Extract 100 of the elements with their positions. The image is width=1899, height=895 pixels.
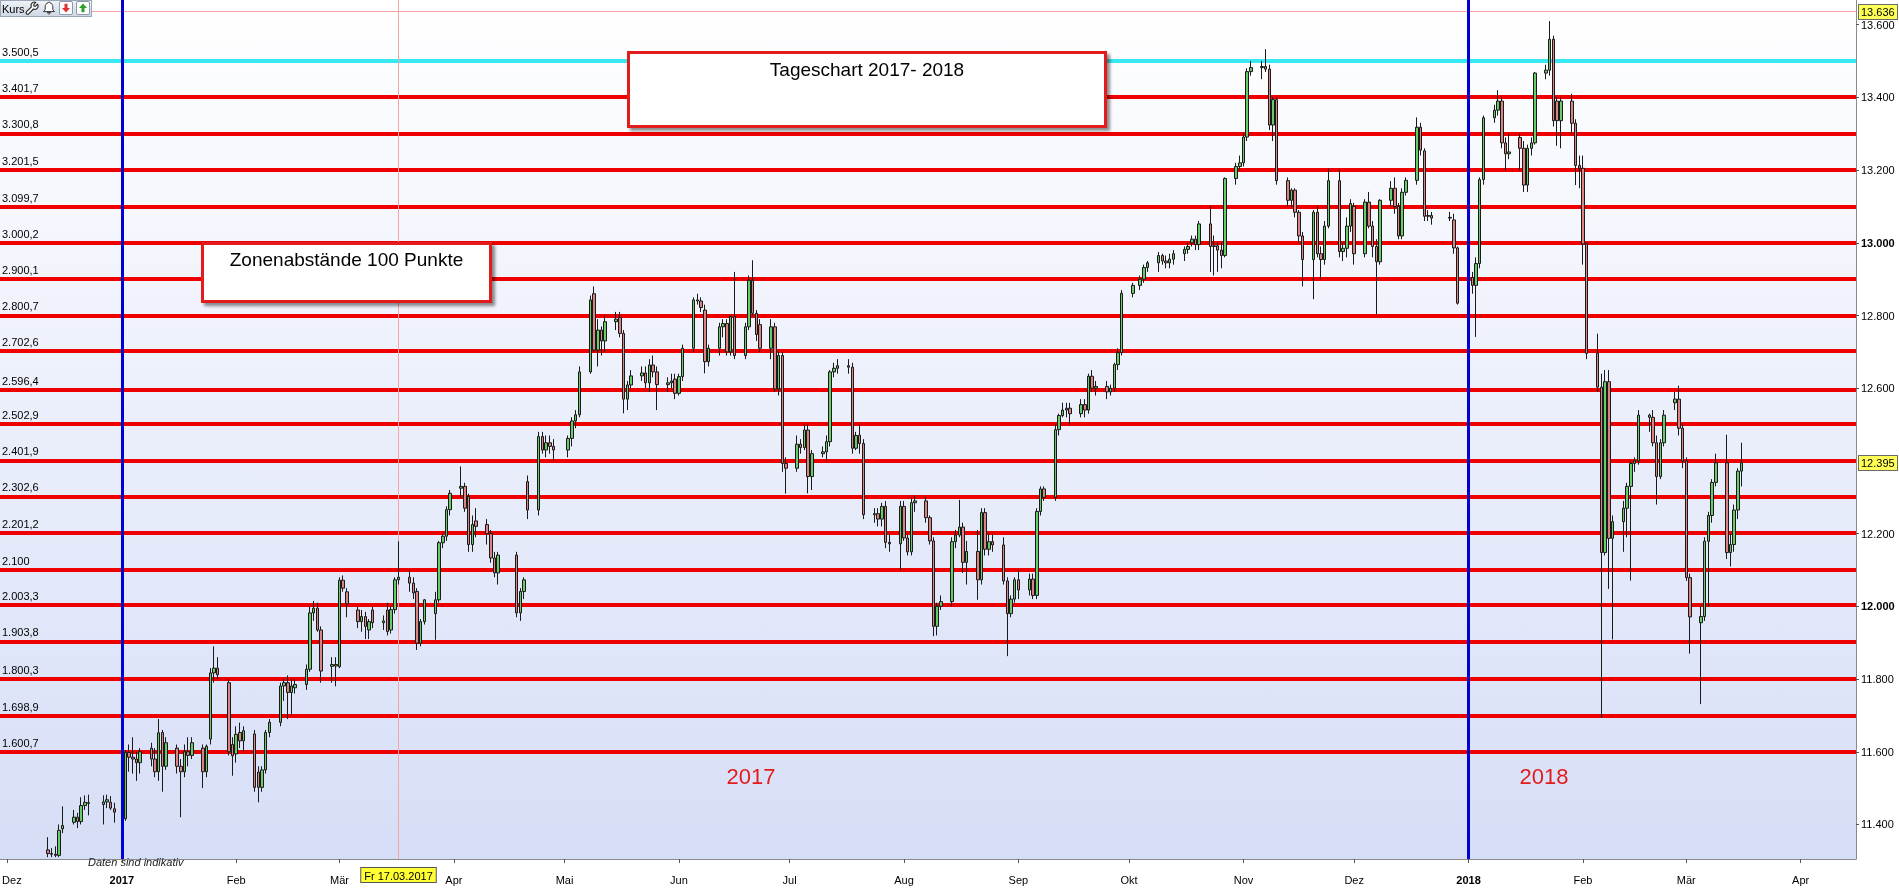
y-tick-label: 12.800 [1861, 309, 1895, 322]
candlestick [836, 358, 839, 375]
x-tick-label: Nov [1233, 873, 1254, 886]
annotation: 3.500,5 [2, 46, 39, 58]
candlestick [356, 605, 360, 629]
candlestick [1190, 235, 1194, 247]
x-tick-label: Mai [555, 873, 574, 886]
annotation: 1.600,7 [2, 737, 39, 749]
annotation: 2.201,2 [2, 518, 39, 530]
candlestick [1087, 373, 1090, 415]
candlestick [1157, 251, 1160, 273]
x-tick-label: Dez [1344, 873, 1364, 886]
y-tick-label: 13.200 [1861, 164, 1895, 177]
candlestick [1028, 573, 1031, 596]
annotation: 2.900,1 [2, 264, 39, 276]
candlestick [876, 507, 880, 527]
candlestick [991, 533, 994, 553]
candlestick [242, 725, 245, 753]
candlestick [1559, 96, 1563, 149]
y-tick-label: 12.600 [1861, 382, 1895, 395]
candlestick [515, 551, 518, 618]
candlestick [1164, 255, 1168, 269]
candlestick [1629, 460, 1633, 582]
candlestick [496, 551, 500, 586]
candlestick [279, 682, 282, 727]
candlestick [1017, 569, 1020, 600]
candlestick [1415, 116, 1419, 186]
candlestick [603, 315, 607, 353]
candlestick [87, 794, 90, 816]
x-tick-label: Aug [894, 873, 914, 886]
y-tick-label: 13.600 [1861, 18, 1895, 31]
annotation: 2.596,4 [2, 375, 39, 387]
annotation: Daten sind indikativ [88, 855, 184, 868]
candlestick [1172, 249, 1175, 266]
annotation: 3.201,5 [2, 155, 39, 167]
candlestick [1197, 220, 1201, 251]
x-tick-label: Apr [1792, 873, 1810, 886]
annotation: 3.000,2 [2, 228, 39, 240]
annotation: 2.502,9 [2, 409, 39, 421]
annotation: 2017 [726, 764, 776, 789]
annotation: Kurs [2, 2, 25, 15]
candlestick [1430, 211, 1433, 226]
candlestick [692, 296, 695, 353]
candlestick [1209, 205, 1212, 273]
candlestick [102, 794, 105, 825]
x-tick-label: Jul [782, 873, 797, 886]
annotation: Zonenabstände 100 Punkte [229, 249, 464, 270]
candlestick [1286, 176, 1290, 207]
y-tick-label: 12.000 [1861, 600, 1895, 613]
candlestick [364, 611, 367, 640]
annotation: 1.800,3 [2, 664, 39, 676]
candlestick [72, 809, 76, 825]
candlestick [386, 602, 389, 636]
annotation: 1.903,8 [2, 626, 39, 638]
annotation: 3.099,7 [2, 192, 39, 204]
annotation: 2.702,6 [2, 336, 39, 348]
y-tick-label: 11.400 [1861, 818, 1894, 831]
annotation: 2.800,7 [2, 300, 39, 312]
annotation: 12.395 [1858, 455, 1898, 471]
candlestick [1338, 169, 1341, 258]
candlestick [910, 496, 913, 556]
x-tick-label: Sep [1008, 873, 1029, 886]
candlestick [648, 358, 651, 393]
candlestick [1068, 402, 1072, 426]
candlestick [526, 474, 529, 520]
candlestick [544, 435, 548, 458]
x-tick-label: Apr [445, 873, 463, 886]
candlestick [330, 656, 334, 684]
x-tick-label: Mär [1676, 873, 1697, 886]
candlestick [884, 500, 887, 549]
candlestick [673, 373, 677, 400]
x-tick-label: 2017 [109, 873, 135, 886]
annotation: 3.401,7 [2, 82, 39, 94]
candlestick [1312, 209, 1315, 300]
x-tick-label: Okt [1120, 873, 1138, 886]
candlestick [1275, 96, 1278, 186]
ref-line-label: Fr 17.03.2017 [364, 869, 433, 882]
candlestick [806, 424, 810, 494]
candlestick [286, 674, 290, 720]
candlestick [733, 271, 736, 360]
candlestick [46, 836, 50, 858]
candlestick [851, 362, 854, 455]
x-tick-label: Mär [329, 873, 350, 886]
annotation: 2.003,3 [2, 590, 39, 602]
y-tick-label: 11.600 [1861, 745, 1894, 758]
y-tick-label: 13.000 [1861, 236, 1895, 249]
x-tick-label: Dez [2, 873, 22, 886]
annotation: 2.401,9 [2, 445, 39, 457]
text: Tageschart 2017- 2018 [769, 59, 965, 80]
candlestick [718, 322, 721, 357]
candlestick [899, 500, 902, 571]
annotation: 13.636 [1858, 4, 1898, 20]
candlestick [725, 318, 729, 357]
y-tick-label: 11.800 [1861, 673, 1894, 686]
candlestick [1352, 202, 1356, 266]
candlestick [290, 678, 293, 716]
x-tick-label: 2018 [1456, 873, 1481, 886]
annotation: 2018 [1519, 764, 1569, 789]
y-tick-label: 13.400 [1861, 91, 1895, 104]
candlestick [795, 435, 799, 473]
